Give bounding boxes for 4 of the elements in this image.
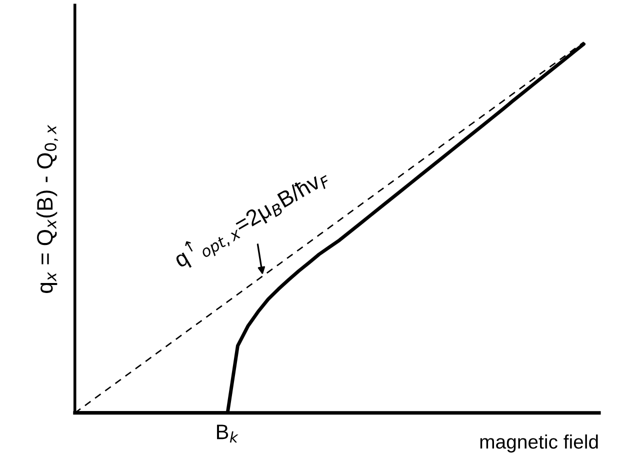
annotation: q$^{↑}$$_{opt,x}$=2μ$_{B}$B/ħv$_{F}$ (170, 164, 334, 274)
y-axis-title: q$_{x}$ = Q$_{x}$(B) - Q$_{0,x}$ (36, 124, 58, 293)
text: B$_{k}$ (217, 424, 238, 443)
x-axis-title: magnetic field (480, 434, 598, 453)
